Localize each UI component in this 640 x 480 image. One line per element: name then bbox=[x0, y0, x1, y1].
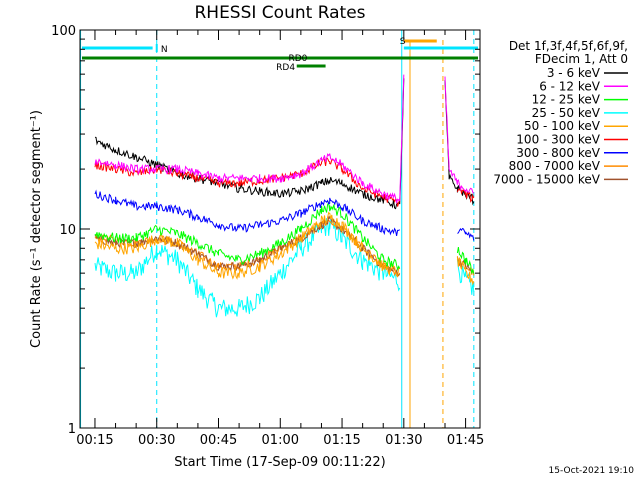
y-tick-label: 10 bbox=[59, 223, 76, 238]
series-line bbox=[94, 211, 475, 286]
x-axis-label: Start Time (17-Sep-09 00:11:22) bbox=[174, 455, 385, 470]
legend-label: 25 - 50 keV bbox=[532, 106, 601, 120]
chart-title: RHESSI Count Rates bbox=[194, 3, 365, 23]
x-tick-label: 01:00 bbox=[262, 433, 299, 448]
y-tick-label: 1 bbox=[68, 422, 76, 437]
saa-label: S bbox=[400, 37, 406, 47]
x-tick-label: 01:30 bbox=[385, 433, 422, 448]
legend-label: 7000 - 15000 keV bbox=[493, 172, 600, 186]
legend-label: 50 - 100 keV bbox=[524, 119, 601, 133]
axis-ticks: 00:15 00:30 00:45 01:00 01:15 01:30 01:45 1 10 10… bbox=[51, 24, 484, 448]
series-line bbox=[94, 189, 475, 241]
rd4-label: RD4 bbox=[276, 63, 295, 73]
legend-label: 6 - 12 keV bbox=[539, 79, 601, 93]
rd0-label: RD0 bbox=[289, 54, 308, 64]
series-line bbox=[94, 74, 475, 204]
x-tick-label: 01:45 bbox=[447, 433, 484, 448]
x-tick-label: 00:15 bbox=[76, 433, 113, 448]
series-lines bbox=[94, 74, 475, 318]
timestamp: 15-Oct-2021 19:10 bbox=[549, 466, 635, 476]
legend-header-line-2: FDecim 1, Att 0 bbox=[535, 52, 628, 66]
x-tick-label: 00:45 bbox=[200, 433, 237, 448]
legend: Det 1f,3f,4f,5f,6f,9f, FDecim 1, Att 0 3… bbox=[493, 39, 628, 186]
legend-header-line-1: Det 1f,3f,4f,5f,6f,9f, bbox=[509, 39, 628, 53]
legend-label: 300 - 800 keV bbox=[516, 146, 600, 160]
legend-label: 12 - 25 keV bbox=[532, 93, 601, 107]
series-line bbox=[94, 201, 475, 274]
legend-label: 100 - 300 keV bbox=[516, 133, 600, 147]
series-line bbox=[94, 218, 475, 318]
y-tick-label: 100 bbox=[51, 24, 76, 39]
night-label: N bbox=[161, 45, 168, 55]
series-line bbox=[94, 78, 475, 210]
x-tick-label: 00:30 bbox=[138, 433, 175, 448]
y-axis-label: Count Rate (s⁻¹ detector segment⁻¹) bbox=[29, 110, 44, 348]
x-tick-label: 01:15 bbox=[323, 433, 360, 448]
legend-label: 800 - 7000 keV bbox=[509, 159, 601, 173]
legend-label: 3 - 6 keV bbox=[547, 66, 601, 80]
